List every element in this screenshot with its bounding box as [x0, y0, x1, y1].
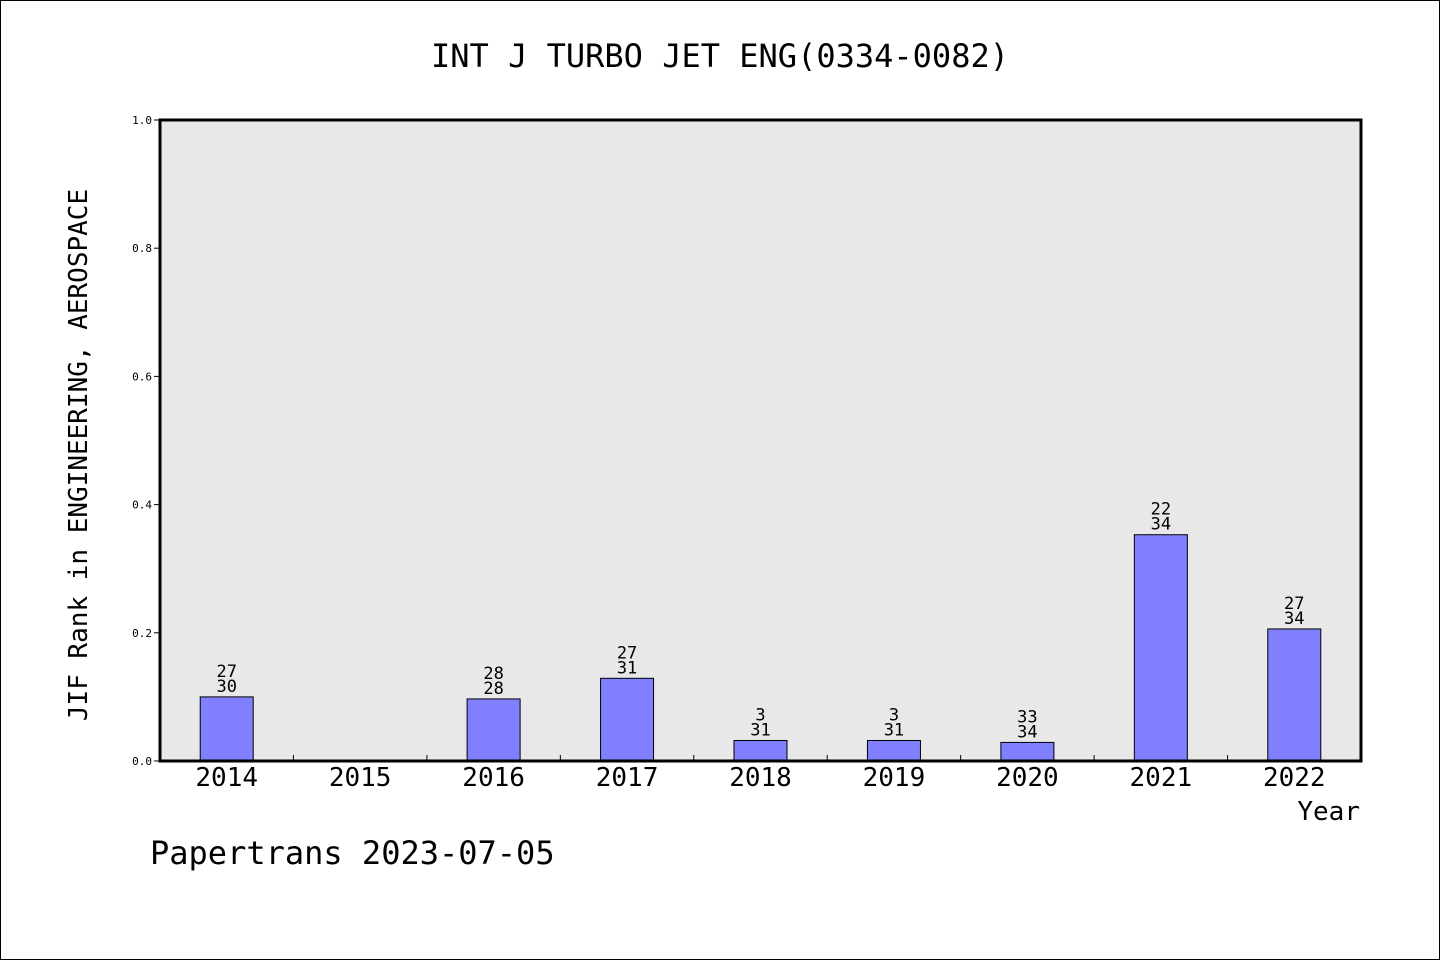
- y-tick-label: 0.0: [132, 755, 152, 768]
- x-tick-label: 2014: [195, 763, 258, 793]
- plot-border: [158, 118, 1363, 763]
- bar-label-rank: 27: [1284, 594, 1304, 614]
- bar-label-rank: 27: [216, 662, 236, 682]
- bar-label-rank: 33: [1017, 707, 1037, 727]
- y-axis: 0.0 0.2 0.4 0.6 0.8 1.0: [132, 114, 160, 768]
- y-tick-label: 1.0: [132, 114, 152, 127]
- y-axis-label: JIF Rank in ENGINEERING, AEROSPACE: [64, 189, 94, 721]
- x-tick-label: 2020: [996, 763, 1059, 793]
- bar: [1000, 741, 1055, 762]
- bar-label-total: 34: [1284, 609, 1304, 629]
- bar: [1267, 628, 1322, 762]
- y-tick-label: 0.8: [132, 242, 152, 255]
- bar: [199, 696, 254, 762]
- bar-label-total: 34: [1017, 722, 1037, 742]
- bar-label-total: 28: [483, 679, 503, 699]
- y-tick-label: 0.2: [132, 627, 152, 640]
- x-tick-label: 2019: [863, 763, 926, 793]
- x-axis-label: Year: [1297, 797, 1360, 827]
- footer-text: Papertrans 2023-07-05: [150, 834, 555, 872]
- bar-label-rank: 3: [755, 705, 765, 725]
- bar-label-total: 34: [1151, 515, 1171, 535]
- x-tick-label: 2015: [329, 763, 392, 793]
- bar: [866, 739, 921, 762]
- bars: [199, 534, 1322, 762]
- bar-label-total: 31: [617, 658, 637, 678]
- bar: [600, 677, 655, 762]
- x-tick-label: 2021: [1130, 763, 1193, 793]
- bar-label-rank: 3: [889, 705, 899, 725]
- bar-label-total: 30: [216, 677, 236, 697]
- bar-label-rank: 28: [483, 664, 503, 684]
- x-tick-label: 2018: [729, 763, 792, 793]
- bar: [466, 698, 521, 762]
- x-axis: 2014 2015 2016 2017 2018 2019 2020 2021 2022: [195, 755, 1326, 793]
- bar-label-rank: 27: [617, 643, 637, 663]
- bar: [1133, 534, 1188, 762]
- y-tick-label: 0.4: [132, 499, 152, 512]
- bar-label-total: 31: [884, 720, 904, 740]
- bar-label-total: 31: [750, 720, 770, 740]
- x-tick-label: 2022: [1263, 763, 1326, 793]
- x-tick-label: 2016: [462, 763, 525, 793]
- bar-label-rank: 22: [1151, 500, 1171, 520]
- x-tick-label: 2017: [596, 763, 659, 793]
- bar: [733, 739, 788, 762]
- y-tick-label: 0.6: [132, 370, 152, 383]
- chart-title: INT J TURBO JET ENG(0334-0082): [431, 37, 1009, 75]
